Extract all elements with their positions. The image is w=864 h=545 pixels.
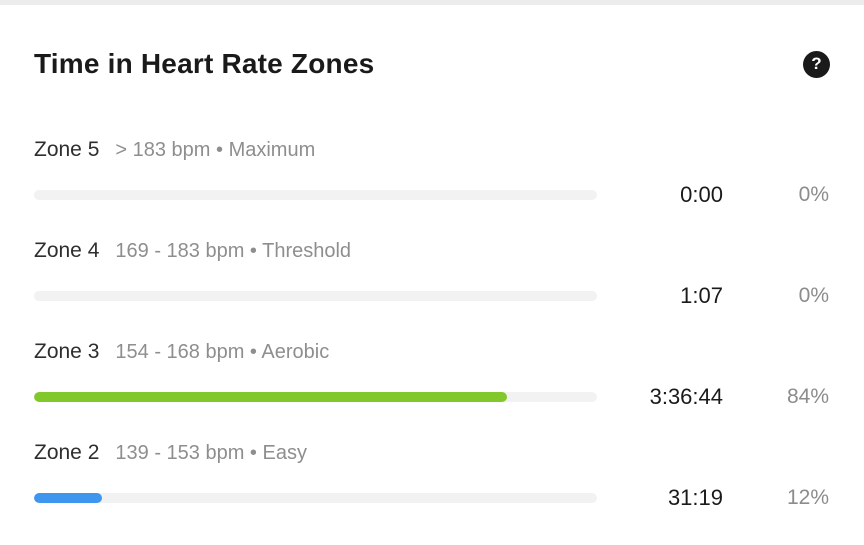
zone-time: 3:36:44	[649, 384, 723, 409]
zone-bar-fill	[34, 493, 102, 503]
zone-bar-line: 3:36:44 84%	[34, 384, 830, 410]
zone-label-line: Zone 4 169 - 183 bpm • Threshold	[34, 239, 830, 263]
zone-range: 154 - 168 bpm • Aerobic	[115, 341, 330, 363]
zone-percent: 12%	[786, 486, 829, 509]
zone-label-line: Zone 1 124 - 138 bpm • Warm Up	[34, 542, 830, 545]
zone-bar-fill	[34, 392, 507, 402]
zone-row: Zone 1 124 - 138 bpm • Warm Up 7:28 2%	[34, 542, 830, 545]
zone-label-line: Zone 3 154 - 168 bpm • Aerobic	[34, 340, 830, 364]
zone-bar-line: 31:19 12%	[34, 485, 830, 511]
zone-name: Zone 2	[34, 441, 100, 464]
zone-label-line: Zone 5 > 183 bpm • Maximum	[34, 138, 830, 162]
zone-time: 1:07	[680, 283, 723, 308]
top-divider	[0, 0, 864, 5]
zone-bar-track	[34, 392, 597, 402]
zone-time: 0:00	[680, 182, 723, 207]
zone-row: Zone 5 > 183 bpm • Maximum 0:00 0%	[34, 138, 830, 208]
zone-name: Zone 4	[34, 239, 100, 262]
zone-name: Zone 5	[34, 138, 100, 161]
zone-name: Zone 1	[34, 542, 99, 545]
zone-bar-track	[34, 493, 597, 503]
question-mark-icon: ?	[811, 54, 822, 73]
zone-row: Zone 3 154 - 168 bpm • Aerobic 3:36:44 8…	[34, 340, 830, 410]
zone-row: Zone 4 169 - 183 bpm • Threshold 1:07 0%	[34, 239, 830, 309]
page-title: Time in Heart Rate Zones	[34, 48, 375, 79]
zones-list: Zone 5 > 183 bpm • Maximum 0:00 0% Zone …	[34, 138, 830, 545]
zone-percent: 0%	[798, 183, 829, 206]
zone-bar-line: 1:07 0%	[34, 283, 830, 309]
zone-label-line: Zone 2 139 - 153 bpm • Easy	[34, 441, 830, 465]
zone-range: 139 - 153 bpm • Easy	[115, 442, 307, 464]
zone-percent: 0%	[798, 284, 829, 307]
zone-range: 169 - 183 bpm • Threshold	[115, 240, 352, 262]
zone-bar-track	[34, 190, 597, 200]
zone-row: Zone 2 139 - 153 bpm • Easy 31:19 12%	[34, 441, 830, 511]
zone-bar-track	[34, 291, 597, 301]
widget-header: Time in Heart Rate Zones ?	[34, 47, 830, 81]
card: Time in Heart Rate Zones ? Zone 5 > 183 …	[0, 47, 864, 545]
help-button[interactable]: ?	[803, 50, 830, 78]
zone-range: > 183 bpm • Maximum	[115, 139, 316, 161]
zone-percent: 84%	[786, 385, 829, 408]
zone-time: 31:19	[667, 485, 723, 510]
zone-name: Zone 3	[34, 340, 100, 363]
zone-range: 124 - 138 bpm • Warm Up	[115, 542, 346, 545]
zone-bar-line: 0:00 0%	[34, 182, 830, 208]
